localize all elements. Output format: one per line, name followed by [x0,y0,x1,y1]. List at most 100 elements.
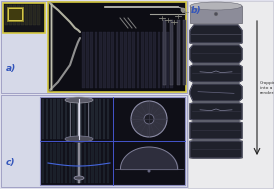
Bar [33,5,36,25]
Bar [141,32,144,88]
Bar [78,99,80,139]
Text: b): b) [191,6,202,15]
Text: Cropping
into a 3D
rendering: Cropping into a 3D rendering [260,81,274,95]
Bar [183,20,186,85]
Bar [40,97,185,185]
Polygon shape [190,25,242,43]
Polygon shape [190,84,242,101]
Bar [88,99,90,139]
Bar [190,6,242,23]
Bar [21,5,24,25]
Bar [76,99,79,139]
Bar [50,143,52,183]
Circle shape [147,170,150,173]
Bar [158,32,160,88]
Bar [65,99,67,139]
Bar [103,143,105,183]
Bar [107,99,109,139]
Bar [1,1,187,93]
Bar [37,5,39,25]
Bar [3,3,45,33]
Bar [5,5,7,25]
Bar [84,99,86,139]
Bar [80,99,82,139]
Bar [68,99,71,139]
Bar [92,143,94,183]
Bar [103,99,105,139]
Bar [128,32,131,88]
Bar [90,32,93,88]
Circle shape [181,8,185,12]
Bar [99,99,101,139]
Bar [68,143,71,183]
Bar [78,143,80,183]
Bar [25,5,27,25]
Bar [53,143,56,183]
Ellipse shape [65,136,93,142]
Bar [46,143,48,183]
Bar [170,20,173,85]
Bar [7,7,23,21]
Bar [153,32,156,88]
Bar [9,5,12,25]
Polygon shape [190,122,242,139]
Text: c): c) [6,159,16,167]
Bar [8,8,22,20]
Bar [132,32,135,88]
Bar [82,32,85,88]
Bar [149,32,152,88]
Bar [177,20,180,85]
Bar [99,143,101,183]
Bar [137,32,139,88]
Bar [95,143,98,183]
Bar [145,32,148,88]
Bar [72,143,75,183]
Bar [65,143,67,183]
Bar [112,32,114,88]
Bar [48,2,186,92]
Ellipse shape [74,176,84,180]
Bar [95,99,98,139]
Bar [99,32,102,88]
Polygon shape [190,65,242,82]
Bar [53,99,56,139]
Bar [95,32,97,88]
Bar [124,32,127,88]
Circle shape [131,101,167,137]
Bar [107,32,110,88]
Polygon shape [190,103,242,120]
Bar [61,143,63,183]
Bar [72,99,75,139]
Bar [188,1,273,188]
Bar [42,143,44,183]
Bar [107,143,109,183]
Bar [76,143,79,183]
Bar [13,5,16,25]
Bar [42,99,44,139]
Bar [170,32,173,88]
Ellipse shape [190,2,242,10]
Bar [84,143,86,183]
Circle shape [214,12,218,16]
Polygon shape [190,45,242,63]
Circle shape [144,114,154,124]
Bar [17,5,19,25]
Ellipse shape [65,97,93,103]
Bar [116,32,118,88]
Bar [120,32,122,88]
Bar [50,99,52,139]
Bar [163,20,166,85]
Bar [103,32,106,88]
Bar [61,99,63,139]
Text: a): a) [6,64,16,73]
Bar [46,99,48,139]
Bar [162,32,165,88]
Bar [86,32,89,88]
Bar [80,143,82,183]
Bar [57,143,60,183]
Bar [166,32,169,88]
Bar [92,99,94,139]
Bar [57,99,60,139]
Bar [1,95,187,187]
Bar [29,5,32,25]
